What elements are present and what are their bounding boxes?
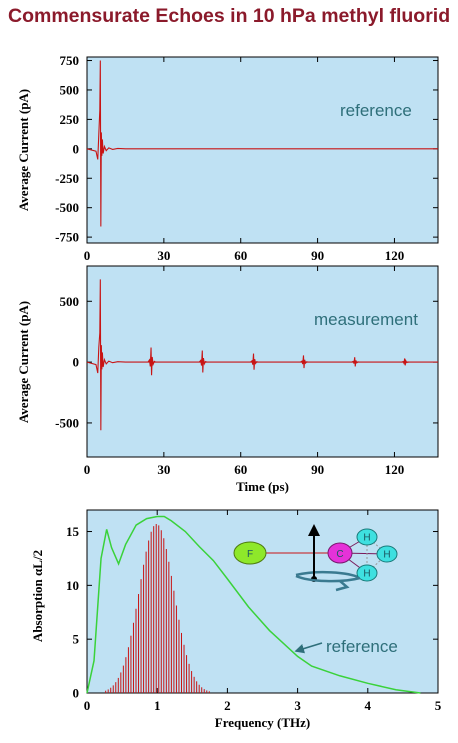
x-tick-label: 60 — [234, 248, 247, 263]
y-tick-label: 0 — [73, 355, 80, 370]
methyl-fluoride-molecule: F C H H H — [233, 524, 398, 592]
x-tick-label: 90 — [311, 462, 324, 477]
echo-1 — [147, 347, 156, 376]
y-tick-label: 250 — [60, 112, 80, 127]
atom-f — [233, 541, 267, 565]
echo-5 — [351, 357, 360, 367]
echo-2 — [198, 350, 208, 373]
y-tick-label: 500 — [60, 294, 80, 309]
y-tick-label: -500 — [55, 200, 79, 215]
reference-spectrum — [86, 515, 421, 694]
atom-f-label: F — [247, 549, 253, 560]
echo-6 — [401, 358, 410, 366]
chart-panel-1: 0 30 60 90 120 750 500 250 0 -250 -500 -750 Average … — [16, 53, 439, 263]
atom-h-label: H — [363, 569, 370, 580]
rotation-ellipse-front — [295, 574, 361, 583]
atom-h — [356, 564, 378, 582]
y-tick-label: 750 — [60, 53, 80, 68]
chart-panel-3: 0 1 2 3 4 5 0 5 10 15 Absorption αL/2 Frequency (TH… — [30, 509, 442, 730]
x-tick-label: 4 — [365, 698, 372, 713]
x-tick-label: 0 — [84, 248, 91, 263]
x-tick-label: 1 — [154, 698, 161, 713]
x-axis-label: Time (ps) — [236, 479, 289, 494]
x-axis-label: Frequency (THz) — [215, 715, 310, 730]
rotation-ellipse-back — [295, 570, 361, 580]
annotation-arrow — [294, 642, 323, 654]
plot-area — [86, 265, 439, 458]
x-tick-label: 30 — [157, 462, 170, 477]
x-tick-label: 0 — [84, 462, 91, 477]
chart-title: Commensurate Echoes in 10 hPa methyl flu… — [8, 5, 451, 27]
atom-c — [327, 542, 353, 564]
series-annotation: reference — [326, 637, 398, 656]
series-annotation: reference — [340, 101, 412, 120]
x-tick-label: 30 — [157, 248, 170, 263]
measurement-trace — [86, 279, 438, 431]
atom-h-label: H — [383, 550, 390, 561]
absorption-lines — [105, 524, 210, 693]
chart-panel-2: 0 30 60 90 120 500 0 -500 Average Current (pA) Ti… — [16, 265, 439, 494]
y-tick-label: -500 — [55, 415, 79, 430]
x-tick-label: 2 — [224, 698, 231, 713]
y-tick-label: 0 — [73, 686, 80, 701]
y-tick-label: -250 — [55, 171, 79, 186]
x-tick-label: 0 — [84, 698, 91, 713]
x-tick-label: 120 — [385, 248, 405, 263]
atom-h — [376, 545, 398, 563]
rotation-arrowhead — [335, 580, 350, 592]
y-axis-label: Absorption αL/2 — [30, 550, 45, 642]
y-axis-label: Average Current (pA) — [16, 301, 31, 423]
y-tick-label: 15 — [66, 524, 80, 539]
plot-area — [86, 509, 439, 694]
x-tick-label: 5 — [435, 698, 442, 713]
x-tick-label: 3 — [294, 698, 301, 713]
x-tick-label: 60 — [234, 462, 247, 477]
y-tick-label: 500 — [60, 82, 80, 97]
atom-h — [356, 528, 378, 546]
y-tick-label: 10 — [66, 578, 79, 593]
reference-trace — [86, 60, 438, 227]
y-tick-label: -750 — [55, 230, 79, 245]
x-tick-label: 120 — [385, 462, 405, 477]
y-tick-label: 0 — [73, 141, 80, 156]
x-tick-label: 90 — [311, 248, 324, 263]
echo-4 — [300, 355, 309, 369]
plot-area — [86, 56, 439, 244]
y-axis-label: Average Current (pA) — [16, 89, 31, 211]
echo-3 — [250, 353, 259, 370]
series-annotation: measurement — [314, 310, 418, 329]
atom-c-label: C — [336, 549, 343, 560]
y-tick-label: 5 — [73, 632, 80, 647]
atom-h-label: H — [363, 533, 370, 544]
